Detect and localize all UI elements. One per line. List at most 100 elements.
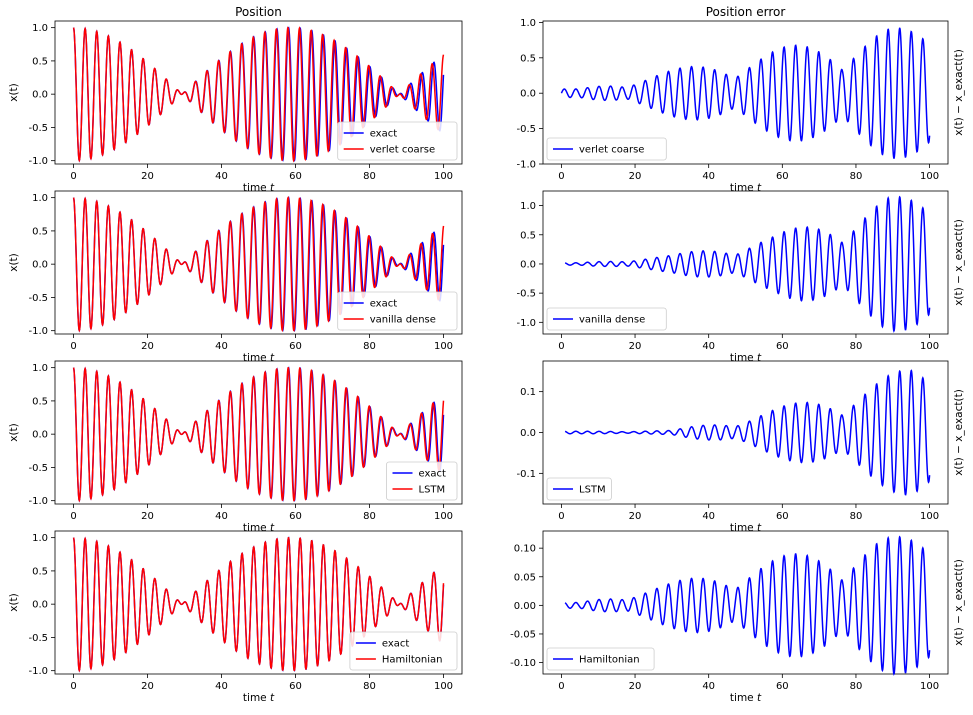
subplot-7: 0 20 40 60 80 100 -1.0 -0.5 0.0 0.5 1.0 time t x(t) e… <box>8 530 463 704</box>
x-axis-label: time t <box>243 522 275 534</box>
y-tick-label: -0.5 <box>516 124 536 135</box>
x-tick-label: 100 <box>920 341 939 352</box>
x-tick-label: 60 <box>289 511 302 522</box>
y-tick-label: -1.0 <box>516 160 536 171</box>
axes-frame <box>54 530 463 675</box>
x-tick-label: 80 <box>363 511 376 522</box>
x-tick-label: 20 <box>141 511 154 522</box>
x-tick-label: 80 <box>850 341 863 352</box>
subplot-1: 0 20 40 60 80 100 -1.0 -0.5 0.0 0.5 1.0 Position tim… <box>8 5 463 194</box>
x-tick-label: 40 <box>702 171 715 182</box>
x-tick-label: 60 <box>776 171 789 182</box>
x-tick-label: 20 <box>629 341 642 352</box>
y-tick-label: -0.5 <box>28 633 48 644</box>
legend-box <box>337 291 458 331</box>
x-axis-label: time t <box>730 522 762 534</box>
legend-box <box>546 137 667 161</box>
legend-entry: exact <box>382 639 410 650</box>
axes-frame <box>542 190 949 335</box>
subplot-3: 0 20 40 60 80 100 -1.0 -0.5 0.0 0.5 1.0 time t x(t) e… <box>8 190 463 364</box>
legend-box <box>546 307 667 331</box>
x-tick-label: 0 <box>70 341 76 352</box>
y-axis-label: x(t) <box>8 253 20 272</box>
series-model-line <box>72 26 445 163</box>
x-tick-label: 80 <box>363 341 376 352</box>
x-tick-label: 60 <box>289 681 302 692</box>
y-tick-label: -0.1 <box>516 469 536 480</box>
x-tick-label: 20 <box>629 511 642 522</box>
x-axis-label: time t <box>730 692 762 704</box>
y-tick-label: 0.5 <box>520 230 536 241</box>
x-tick-label: 80 <box>850 681 863 692</box>
y-tick-label: 0.0 <box>32 260 48 271</box>
legend-box <box>546 477 612 501</box>
series-error-line <box>560 27 931 159</box>
x-tick-label: 80 <box>850 511 863 522</box>
x-axis-label: time t <box>730 182 762 194</box>
subplot-8: 0 20 40 60 80 100 -0.10 -0.05 0.00 0.05 0.10 time t… <box>510 530 965 704</box>
y-tick-label: 0.00 <box>514 601 536 612</box>
x-tick-label: 20 <box>629 171 642 182</box>
y-tick-label: 1.0 <box>32 363 48 374</box>
y-tick-label: -1.0 <box>28 156 48 167</box>
x-tick-label: 100 <box>920 511 939 522</box>
y-tick-label: 0.1 <box>520 387 536 398</box>
y-tick-label: 0.0 <box>520 259 536 270</box>
y-tick-label: 1.0 <box>520 201 536 212</box>
y-tick-label: 0.5 <box>32 396 48 407</box>
legend-entry: vanilla dense <box>370 315 436 326</box>
y-tick-label: 0.05 <box>514 572 536 583</box>
series-model-line <box>72 536 445 673</box>
axes-frame <box>542 20 949 165</box>
x-tick-label: 0 <box>558 681 564 692</box>
y-tick-label: 1.0 <box>32 533 48 544</box>
y-tick-label: -1.0 <box>28 496 48 507</box>
y-tick-label: -1.0 <box>28 666 48 677</box>
subplot-4: 0 20 40 60 80 100 -1.0 -0.5 0.0 0.5 1.0 time t x(t) … <box>516 190 965 364</box>
subplot-6: 0 20 40 60 80 100 -0.1 0.0 0.1 time t x(t) − x_exa… <box>516 360 965 534</box>
x-tick-label: 100 <box>434 511 453 522</box>
x-tick-label: 40 <box>702 511 715 522</box>
subplot-2: 0 20 40 60 80 100 -1.0 -0.5 0.0 0.5 1.0 Position er… <box>516 5 965 194</box>
x-tick-label: 80 <box>363 171 376 182</box>
legend-box <box>337 121 458 161</box>
y-tick-label: 0.5 <box>520 53 536 64</box>
y-tick-label: 0.5 <box>32 226 48 237</box>
y-axis-label: x(t) − x_exact(t) <box>953 559 965 646</box>
x-axis-label: time t <box>243 692 275 704</box>
x-tick-label: 20 <box>141 171 154 182</box>
x-axis-label: time t <box>730 352 762 364</box>
legend-entry: exact <box>370 129 398 140</box>
y-tick-label: 0.5 <box>32 56 48 67</box>
y-axis-label: x(t) − x_exact(t) <box>953 49 965 136</box>
x-tick-label: 40 <box>215 171 228 182</box>
y-tick-label: 0.0 <box>520 89 536 100</box>
axes-frame <box>54 360 463 505</box>
x-tick-label: 40 <box>702 341 715 352</box>
series-error-line <box>564 369 931 496</box>
x-tick-label: 40 <box>702 681 715 692</box>
x-tick-label: 100 <box>434 341 453 352</box>
y-axis-label: x(t) <box>8 423 20 442</box>
legend-entry: verlet coarse <box>370 145 435 156</box>
x-axis-label: time t <box>243 352 275 364</box>
y-axis-label: x(t) <box>8 83 20 102</box>
subplot-5: 0 20 40 60 80 100 -1.0 -0.5 0.0 0.5 1.0 time t x(t) e… <box>8 360 463 534</box>
axes-frame <box>542 530 949 675</box>
x-tick-label: 40 <box>215 511 228 522</box>
x-tick-label: 0 <box>70 511 76 522</box>
x-tick-label: 20 <box>629 681 642 692</box>
x-tick-label: 0 <box>558 171 564 182</box>
x-tick-label: 100 <box>920 171 939 182</box>
series-error-line <box>564 195 931 333</box>
y-axis-label: x(t) − x_exact(t) <box>953 219 965 306</box>
y-axis-label: x(t) <box>8 593 20 612</box>
legend-entry: LSTM <box>419 485 446 496</box>
series-model-line <box>72 195 445 333</box>
x-tick-label: 0 <box>558 341 564 352</box>
x-tick-label: 60 <box>776 511 789 522</box>
y-tick-label: -0.5 <box>28 123 48 134</box>
x-tick-label: 40 <box>215 681 228 692</box>
y-tick-label: 1.0 <box>32 23 48 34</box>
x-tick-label: 20 <box>141 681 154 692</box>
